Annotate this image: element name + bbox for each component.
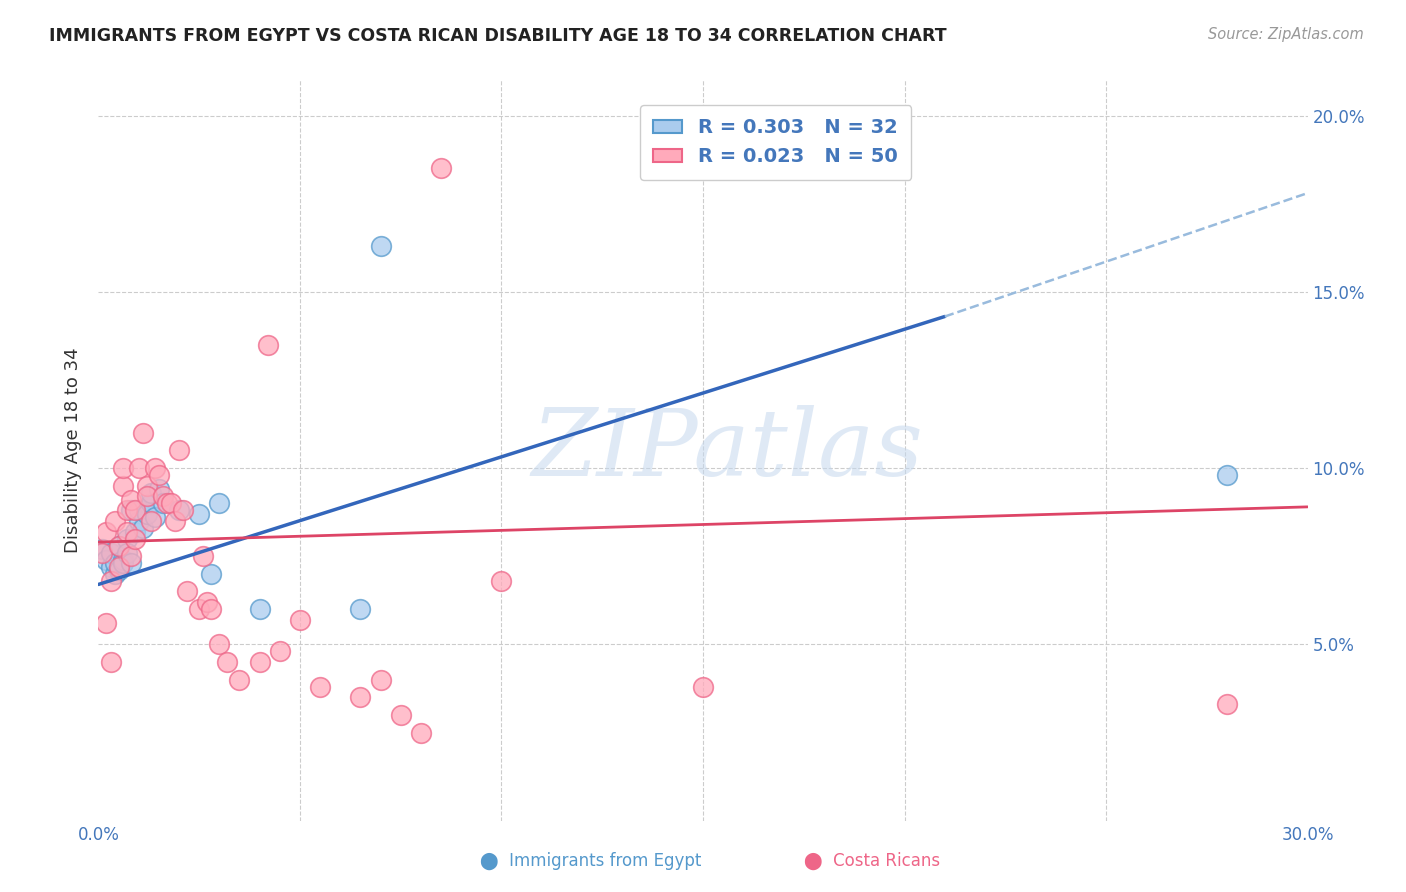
Point xyxy=(143,461,166,475)
Point xyxy=(96,524,118,539)
Legend: R = 0.303   N = 32, R = 0.023   N = 50: R = 0.303 N = 32, R = 0.023 N = 50 xyxy=(640,104,911,180)
Point xyxy=(135,479,157,493)
Point xyxy=(111,461,134,475)
Point xyxy=(103,566,125,581)
Text: ⬤  Immigrants from Egypt: ⬤ Immigrants from Egypt xyxy=(479,852,702,870)
Point xyxy=(139,514,162,528)
Point xyxy=(228,673,250,687)
Text: Source: ZipAtlas.com: Source: ZipAtlas.com xyxy=(1208,27,1364,42)
Point xyxy=(135,507,157,521)
Point xyxy=(100,546,122,560)
Point xyxy=(115,532,138,546)
Point xyxy=(200,566,222,581)
Point xyxy=(91,546,114,560)
Point xyxy=(107,559,129,574)
Point xyxy=(135,489,157,503)
Point xyxy=(195,595,218,609)
Point xyxy=(167,503,190,517)
Point xyxy=(188,602,211,616)
Point xyxy=(176,584,198,599)
Point xyxy=(208,637,231,651)
Point xyxy=(111,479,134,493)
Point xyxy=(1216,698,1239,712)
Point xyxy=(208,496,231,510)
Point xyxy=(249,602,271,616)
Point xyxy=(256,337,278,351)
Point xyxy=(100,559,122,574)
Point xyxy=(103,556,125,570)
Point xyxy=(269,644,291,658)
Point xyxy=(143,510,166,524)
Point xyxy=(100,655,122,669)
Point xyxy=(139,485,162,500)
Point xyxy=(249,655,271,669)
Point xyxy=(132,521,155,535)
Point xyxy=(193,549,215,564)
Point xyxy=(349,690,371,705)
Point xyxy=(309,680,332,694)
Point xyxy=(139,496,162,510)
Point xyxy=(409,725,432,739)
Point xyxy=(120,556,142,570)
Point xyxy=(1216,468,1239,483)
Point xyxy=(103,514,125,528)
Point xyxy=(152,489,174,503)
Point xyxy=(96,553,118,567)
Point xyxy=(124,503,146,517)
Point xyxy=(91,542,114,557)
Point xyxy=(120,503,142,517)
Point xyxy=(100,574,122,588)
Point xyxy=(288,613,311,627)
Point xyxy=(132,425,155,440)
Point xyxy=(148,468,170,483)
Point xyxy=(172,503,194,517)
Point xyxy=(107,563,129,577)
Point xyxy=(163,514,186,528)
Point xyxy=(128,461,150,475)
Point xyxy=(111,556,134,570)
Point xyxy=(96,616,118,631)
Point xyxy=(200,602,222,616)
Point xyxy=(148,482,170,496)
Point xyxy=(128,514,150,528)
Point xyxy=(115,503,138,517)
Point xyxy=(491,574,513,588)
Point xyxy=(120,492,142,507)
Point xyxy=(692,680,714,694)
Point xyxy=(188,507,211,521)
Text: IMMIGRANTS FROM EGYPT VS COSTA RICAN DISABILITY AGE 18 TO 34 CORRELATION CHART: IMMIGRANTS FROM EGYPT VS COSTA RICAN DIS… xyxy=(49,27,946,45)
Point xyxy=(115,524,138,539)
Point xyxy=(167,443,190,458)
Point xyxy=(107,539,129,553)
Point xyxy=(124,532,146,546)
Point xyxy=(389,707,412,722)
Point xyxy=(349,602,371,616)
Point xyxy=(120,549,142,564)
Point xyxy=(370,673,392,687)
Point xyxy=(128,503,150,517)
Point xyxy=(160,496,183,510)
Y-axis label: Disability Age 18 to 34: Disability Age 18 to 34 xyxy=(65,348,83,553)
Point xyxy=(124,524,146,539)
Point xyxy=(115,546,138,560)
Point xyxy=(111,553,134,567)
Point xyxy=(217,655,239,669)
Text: ZIPatlas: ZIPatlas xyxy=(531,406,924,495)
Text: ⬤  Costa Ricans: ⬤ Costa Ricans xyxy=(804,852,939,870)
Point xyxy=(370,239,392,253)
Point xyxy=(152,496,174,510)
Point xyxy=(430,161,453,176)
Point xyxy=(107,539,129,553)
Point xyxy=(156,496,179,510)
